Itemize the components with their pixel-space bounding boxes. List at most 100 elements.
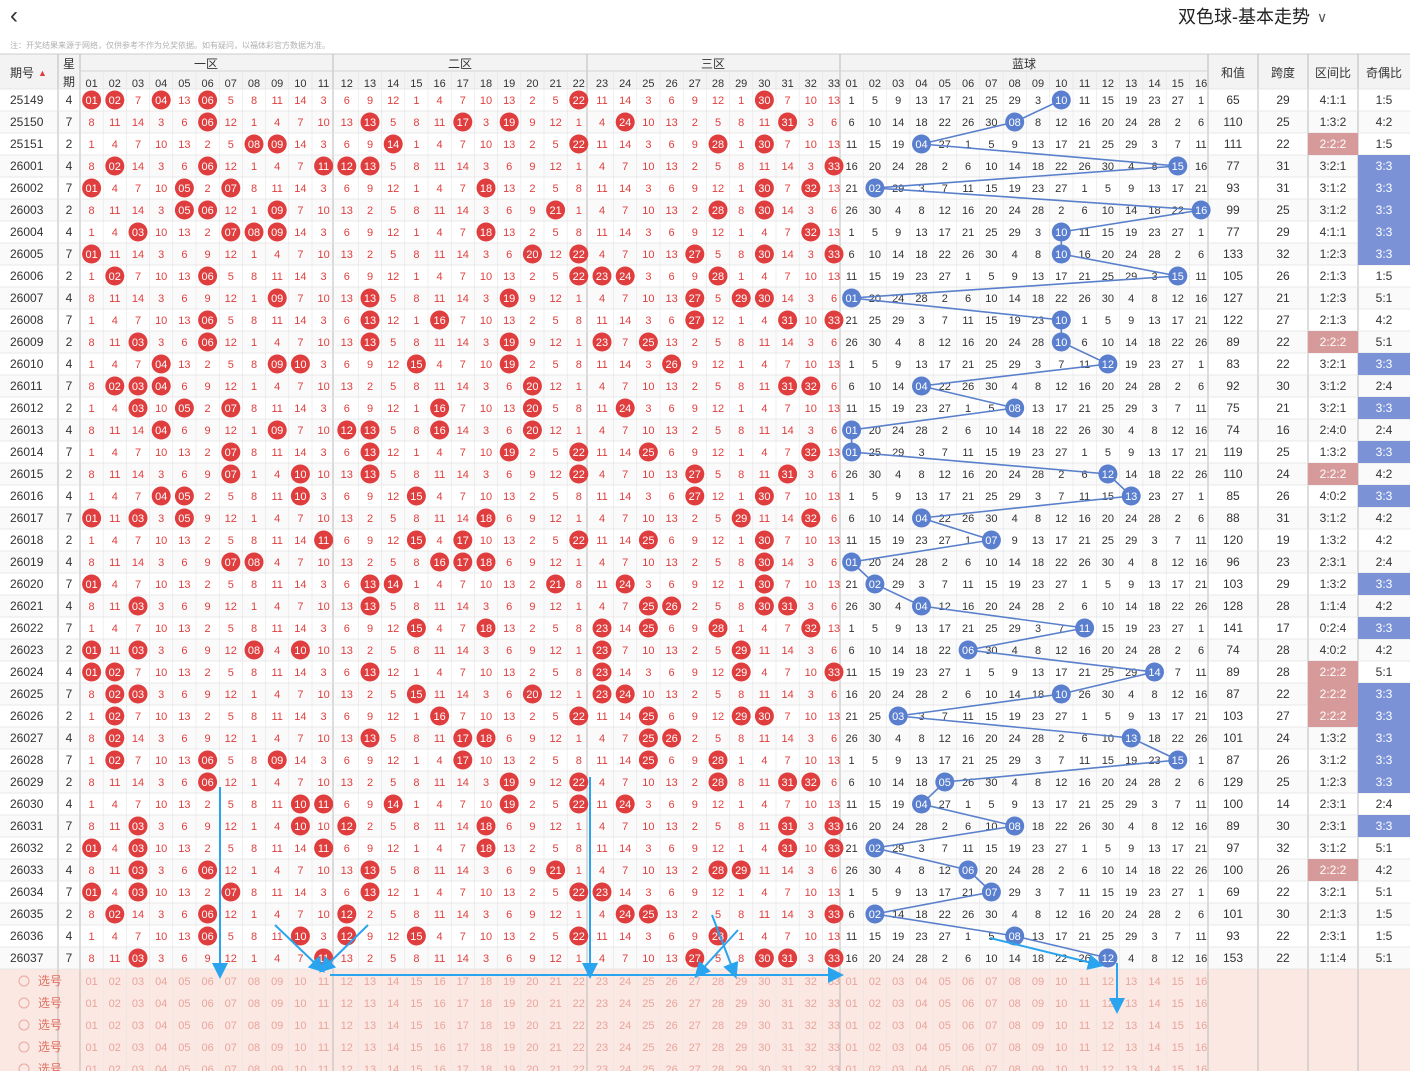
pick-red-number[interactable]: 21 (549, 1042, 561, 1054)
pick-red-number[interactable]: 06 (201, 976, 213, 988)
pick-red-number[interactable]: 25 (642, 976, 654, 988)
pick-red-number[interactable]: 11 (318, 1020, 329, 1032)
pick-red-number[interactable]: 26 (665, 1042, 677, 1054)
pick-blue-number[interactable]: 03 (892, 1020, 904, 1032)
pick-blue-number[interactable]: 16 (1195, 976, 1207, 988)
pick-red-number[interactable]: 33 (828, 1020, 840, 1032)
pick-red-number[interactable]: 02 (109, 1020, 121, 1032)
pick-blue-number[interactable]: 05 (939, 1064, 951, 1071)
pick-blue-number[interactable]: 03 (892, 1042, 904, 1054)
pick-red-number[interactable]: 31 (781, 998, 793, 1010)
back-button[interactable]: ‹ (10, 3, 18, 29)
pick-red-number[interactable]: 30 (758, 998, 770, 1010)
pick-red-number[interactable]: 20 (526, 1042, 538, 1054)
pick-blue-number[interactable]: 05 (939, 1020, 951, 1032)
pick-red-number[interactable]: 04 (155, 998, 167, 1010)
pick-red-number[interactable]: 15 (410, 1064, 422, 1071)
pick-red-number[interactable]: 19 (503, 1042, 515, 1054)
pick-red-number[interactable]: 28 (712, 998, 724, 1010)
pick-blue-number[interactable]: 04 (915, 998, 927, 1010)
pick-label[interactable]: 选号 (38, 1040, 62, 1054)
pick-red-number[interactable]: 13 (364, 1020, 376, 1032)
pick-red-number[interactable]: 15 (410, 998, 422, 1010)
pick-red-number[interactable]: 08 (248, 1064, 260, 1071)
pick-blue-number[interactable]: 10 (1055, 976, 1067, 988)
pick-blue-number[interactable]: 03 (892, 976, 904, 988)
pick-red-number[interactable]: 26 (665, 1020, 677, 1032)
pick-blue-number[interactable]: 10 (1055, 1064, 1067, 1071)
pick-red-number[interactable]: 28 (712, 1042, 724, 1054)
pick-red-number[interactable]: 29 (735, 1020, 747, 1032)
pick-blue-number[interactable]: 04 (915, 1020, 927, 1032)
pick-red-number[interactable]: 27 (689, 976, 701, 988)
pick-blue-number[interactable]: 07 (985, 998, 997, 1010)
pick-red-number[interactable]: 14 (387, 1064, 399, 1071)
pick-blue-number[interactable]: 05 (939, 1042, 951, 1054)
pick-red-number[interactable]: 06 (201, 1042, 213, 1054)
pick-red-number[interactable]: 06 (201, 1020, 213, 1032)
pick-blue-number[interactable]: 01 (845, 976, 857, 988)
pick-red-number[interactable]: 10 (294, 998, 306, 1010)
pick-red-number[interactable]: 12 (341, 998, 353, 1010)
pick-blue-number[interactable]: 08 (1009, 998, 1021, 1010)
pick-red-number[interactable]: 18 (480, 1020, 492, 1032)
pick-blue-number[interactable]: 09 (1032, 1042, 1044, 1054)
pick-red-number[interactable]: 27 (689, 998, 701, 1010)
pick-blue-number[interactable]: 04 (915, 976, 927, 988)
pick-red-number[interactable]: 19 (503, 976, 515, 988)
pick-blue-number[interactable]: 08 (1009, 1064, 1021, 1071)
pick-blue-number[interactable]: 12 (1102, 1042, 1114, 1054)
pick-red-number[interactable]: 15 (410, 1020, 422, 1032)
pick-red-number[interactable]: 12 (341, 976, 353, 988)
pick-blue-number[interactable]: 06 (962, 976, 974, 988)
pick-red-number[interactable]: 05 (178, 1042, 190, 1054)
pick-red-number[interactable]: 19 (503, 998, 515, 1010)
pick-red-number[interactable]: 25 (642, 998, 654, 1010)
pick-blue-number[interactable]: 05 (939, 998, 951, 1010)
pick-red-number[interactable]: 26 (665, 1064, 677, 1071)
pick-red-number[interactable]: 14 (387, 1020, 399, 1032)
pick-red-number[interactable]: 05 (178, 1064, 190, 1071)
pick-red-number[interactable]: 33 (828, 998, 840, 1010)
pick-blue-number[interactable]: 12 (1102, 1064, 1114, 1071)
pick-blue-number[interactable]: 08 (1009, 1020, 1021, 1032)
pick-red-number[interactable]: 28 (712, 976, 724, 988)
pick-red-number[interactable]: 16 (433, 1020, 445, 1032)
pick-red-number[interactable]: 09 (271, 1020, 283, 1032)
pick-red-number[interactable]: 31 (781, 1042, 793, 1054)
pick-red-number[interactable]: 04 (155, 1042, 167, 1054)
pick-red-number[interactable]: 21 (549, 1020, 561, 1032)
pick-red-number[interactable]: 18 (480, 976, 492, 988)
pick-red-number[interactable]: 04 (155, 1020, 167, 1032)
pick-blue-number[interactable]: 14 (1148, 1064, 1160, 1071)
pick-red-number[interactable]: 03 (132, 1064, 144, 1071)
pick-red-number[interactable]: 02 (109, 1064, 121, 1071)
pick-red-number[interactable]: 16 (433, 998, 445, 1010)
pick-blue-number[interactable]: 06 (962, 998, 974, 1010)
pick-red-number[interactable]: 23 (596, 1064, 608, 1071)
pick-red-number[interactable]: 08 (248, 976, 260, 988)
pick-blue-number[interactable]: 08 (1009, 1042, 1021, 1054)
pick-red-number[interactable]: 05 (178, 976, 190, 988)
pick-red-number[interactable]: 02 (109, 998, 121, 1010)
pick-red-number[interactable]: 12 (341, 1042, 353, 1054)
pick-blue-number[interactable]: 01 (845, 1020, 857, 1032)
pick-red-number[interactable]: 22 (573, 976, 585, 988)
pick-red-number[interactable]: 07 (225, 1042, 237, 1054)
pick-red-number[interactable]: 22 (573, 1020, 585, 1032)
pick-red-number[interactable]: 25 (642, 1020, 654, 1032)
pick-blue-number[interactable]: 01 (845, 998, 857, 1010)
pick-blue-number[interactable]: 02 (869, 998, 881, 1010)
pick-red-number[interactable]: 27 (689, 1064, 701, 1071)
pick-red-number[interactable]: 21 (549, 1064, 561, 1071)
pick-red-number[interactable]: 29 (735, 1042, 747, 1054)
pick-blue-number[interactable]: 02 (869, 1020, 881, 1032)
pick-red-number[interactable]: 16 (433, 1042, 445, 1054)
pick-red-number[interactable]: 02 (109, 1042, 121, 1054)
pick-blue-number[interactable]: 04 (915, 1064, 927, 1071)
pick-red-number[interactable]: 01 (85, 976, 97, 988)
pick-red-number[interactable]: 20 (526, 976, 538, 988)
pick-red-number[interactable]: 09 (271, 998, 283, 1010)
pick-red-number[interactable]: 31 (781, 1020, 793, 1032)
pick-red-number[interactable]: 22 (573, 1064, 585, 1071)
